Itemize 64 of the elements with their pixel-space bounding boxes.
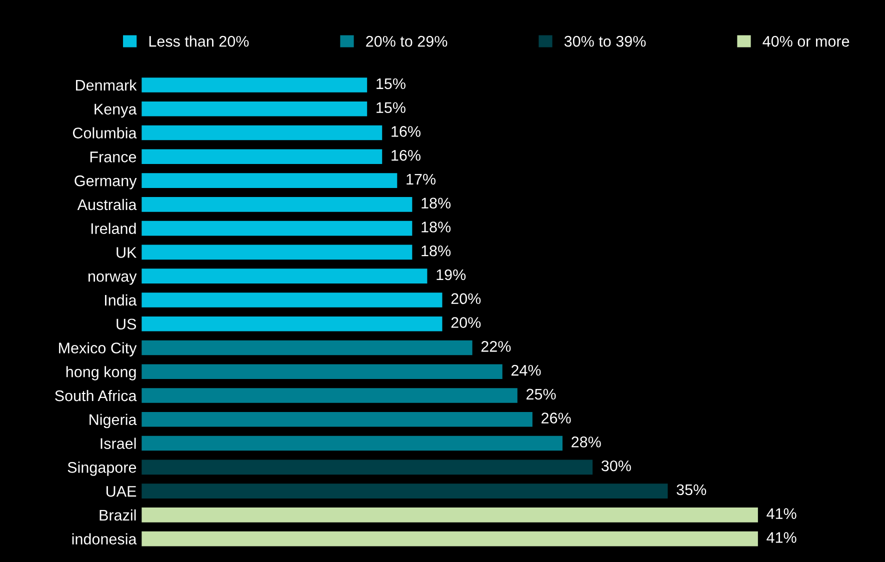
y-tick-label: US	[116, 318, 136, 330]
y-tick-label: Mexico City	[59, 342, 137, 356]
bar	[142, 364, 502, 380]
data-label: 15%	[376, 102, 406, 113]
y-tick-label: Australia	[77, 198, 137, 210]
y-tick-label: India	[105, 294, 137, 306]
bar	[142, 125, 382, 140]
data-label: 28%	[572, 436, 601, 448]
y-tick-label: South Africa	[55, 390, 137, 402]
y-tick-label: norway	[88, 273, 137, 285]
bar	[142, 388, 518, 403]
legend-label: Less than 20%	[149, 36, 249, 47]
y-tick-label: indonesia	[72, 533, 137, 545]
bar	[142, 101, 368, 116]
y-tick-label: Germany	[74, 175, 137, 190]
y-tick-label: hong kong	[66, 366, 136, 380]
data-label: 22%	[481, 341, 511, 352]
y-tick-label: Ireland	[91, 222, 136, 234]
data-label: 15%	[376, 78, 406, 90]
y-tick-label: Israel	[100, 438, 136, 449]
bar	[142, 244, 412, 260]
data-label: 18%	[422, 245, 451, 256]
legend-label: 20% to 29%	[366, 36, 448, 47]
data-label: 41%	[766, 532, 796, 543]
bar	[142, 316, 442, 332]
data-label: 18%	[422, 222, 451, 232]
y-tick-label: Columbia	[72, 127, 137, 138]
y-tick-label: UK	[116, 247, 137, 258]
data-label: 24%	[511, 364, 541, 376]
y-tick-label: Denmark	[76, 79, 137, 91]
data-label: 20%	[451, 317, 481, 328]
data-label: 19%	[436, 269, 466, 280]
bar	[142, 436, 563, 451]
data-label: 16%	[392, 126, 420, 137]
bar	[142, 78, 368, 92]
data-label: 41%	[766, 508, 796, 519]
y-tick-label: UAE	[106, 486, 136, 497]
data-label: 30%	[601, 460, 631, 472]
bar	[142, 484, 668, 498]
bar	[142, 531, 758, 546]
bar	[142, 220, 412, 236]
bar	[142, 268, 428, 284]
data-label: 17%	[406, 174, 436, 185]
bar	[142, 340, 472, 356]
y-tick-label: Nigeria	[90, 414, 137, 428]
data-label: 18%	[422, 198, 451, 209]
y-tick-label: Singapore	[68, 462, 136, 476]
bar	[142, 292, 442, 308]
bar	[142, 412, 532, 427]
y-tick-label: Brazil	[100, 509, 136, 521]
bar	[142, 508, 758, 522]
y-tick-label: Kenya	[94, 104, 137, 118]
legend-label: 30% to 39%	[564, 36, 646, 47]
data-label: 16%	[392, 150, 420, 161]
bar	[142, 197, 412, 212]
data-label: 35%	[676, 484, 706, 496]
bar	[142, 173, 398, 188]
bar	[142, 149, 382, 164]
data-label: 20%	[451, 293, 481, 304]
bar	[142, 460, 593, 475]
data-label: 25%	[526, 388, 556, 400]
legend-label: 40% or more	[762, 36, 850, 47]
data-label: 26%	[542, 412, 571, 424]
y-tick-label: France	[90, 152, 136, 162]
